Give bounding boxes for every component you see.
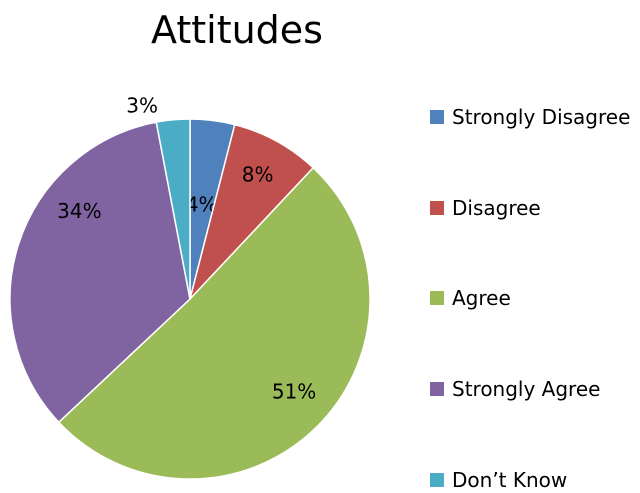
- legend-swatch-dont-know: [430, 473, 444, 487]
- pie-slice-agree: [57, 166, 371, 480]
- data-label-strongly-agree: 34%: [57, 199, 101, 223]
- legend: Strongly Disagree Disagree Agree Strongl…: [430, 0, 640, 493]
- data-label-dont-know: 3%: [126, 93, 158, 117]
- legend-label-disagree: Disagree: [452, 196, 541, 220]
- legend-label-strongly-disagree: Strongly Disagree: [452, 105, 631, 129]
- data-label-agree: 51%: [272, 380, 316, 404]
- legend-item-disagree: Disagree: [430, 196, 541, 220]
- pie-slice-dont-know: [155, 118, 191, 300]
- legend-label-strongly-agree: Strongly Agree: [452, 377, 601, 401]
- legend-swatch-agree: [430, 291, 444, 305]
- data-label-disagree: 8%: [242, 163, 274, 187]
- legend-item-agree: Agree: [430, 286, 511, 310]
- legend-swatch-strongly-disagree: [430, 110, 444, 124]
- legend-item-strongly-agree: Strongly Agree: [430, 377, 600, 401]
- legend-label-agree: Agree: [452, 286, 511, 310]
- pie-chart: 4%8%51%34%3%: [9, 93, 371, 480]
- pie-slice-disagree: [189, 123, 315, 300]
- pie-slice-strongly-agree: [9, 121, 191, 424]
- legend-label-dont-know: Don’t Know: [452, 468, 568, 492]
- legend-item-strongly-disagree: Strongly Disagree: [430, 105, 630, 129]
- legend-swatch-strongly-agree: [430, 382, 444, 396]
- chart-title: Attitudes: [151, 8, 323, 52]
- legend-item-dont-know: Don’t Know: [430, 468, 567, 492]
- legend-swatch-disagree: [430, 201, 444, 215]
